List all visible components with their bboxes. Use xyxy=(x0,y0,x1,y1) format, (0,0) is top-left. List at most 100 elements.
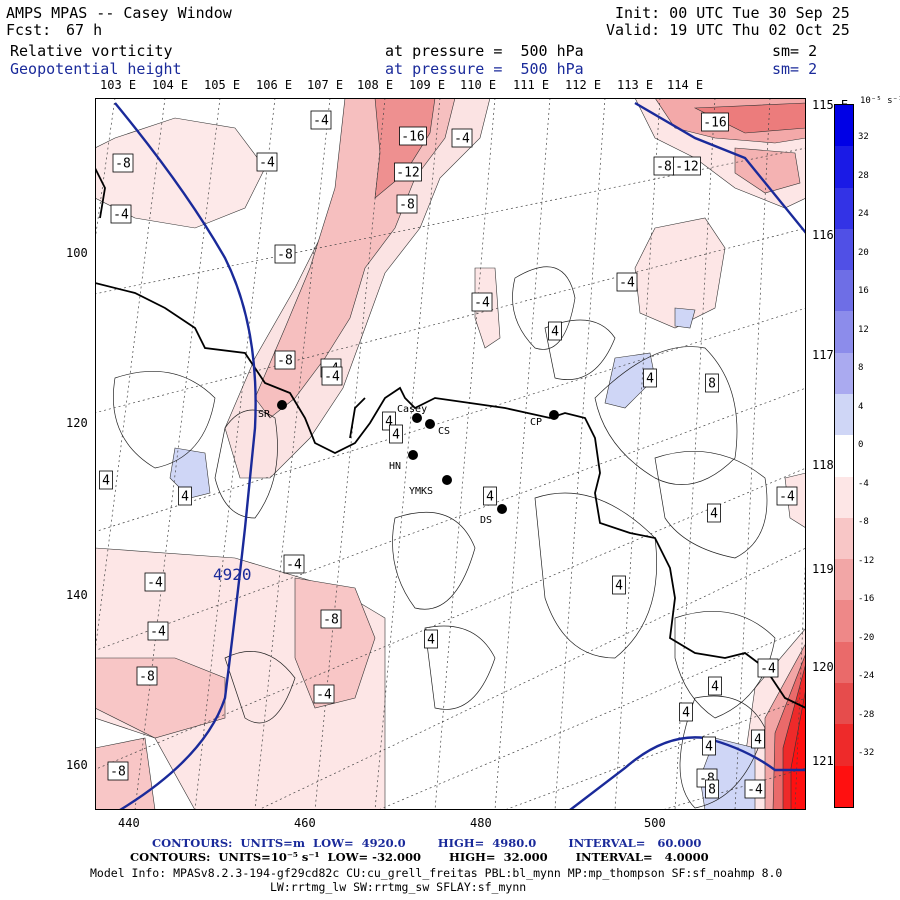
contour-label: -4 xyxy=(744,779,766,799)
contour-label-text: -8 xyxy=(110,765,126,780)
contour-label-box xyxy=(321,366,343,386)
contour-label-text: 4 xyxy=(385,415,393,430)
contour-label: -16 xyxy=(701,112,729,132)
contour-label-box xyxy=(702,736,716,756)
contour-label-box xyxy=(310,110,332,130)
y-tick-label: 160 xyxy=(66,758,88,772)
contour-label: -4 xyxy=(757,658,779,678)
colorbar-swatch xyxy=(835,559,853,601)
field1-name: Relative vorticity xyxy=(10,42,173,60)
contour-label: -8 xyxy=(274,244,296,264)
contour-label-box xyxy=(705,373,719,393)
contour-label-box xyxy=(471,292,493,312)
contour-label-text: -8 xyxy=(277,248,293,263)
colorbar-swatch xyxy=(835,682,853,725)
colorbar-swatch xyxy=(835,517,853,560)
contour-label: -12 xyxy=(394,162,422,182)
colorbar-label: -20 xyxy=(858,632,875,643)
contour-label: -4 xyxy=(313,684,335,704)
station-dot xyxy=(408,450,418,460)
contour-label-text: 8 xyxy=(708,783,716,798)
top-longitude-label: 105 E xyxy=(204,78,241,92)
contour-label: -4 xyxy=(110,204,132,224)
coastline xyxy=(95,167,806,709)
contour-label: -8 xyxy=(274,350,296,370)
contour-label-box xyxy=(147,621,169,641)
station-label: Casey xyxy=(397,404,427,415)
contour-label: -8 xyxy=(653,156,675,176)
contour-label-text: 4 xyxy=(392,428,400,443)
vorticity-map[interactable]: 4920 SR Casey CS HN YMKS DS CP -4 -16 -4 -12 -16 -8… xyxy=(95,98,806,810)
contour-label-text: -4 xyxy=(474,296,490,311)
contour-label-text: -8 xyxy=(115,157,131,172)
colorbar-swatch xyxy=(835,187,853,229)
contour-label-text: -4 xyxy=(454,132,470,147)
colorbar-units: 10⁻⁵ s⁻¹ xyxy=(860,96,900,106)
top-longitude-label: 109 E xyxy=(409,78,446,92)
contour-label-box xyxy=(394,162,422,182)
contour-label-box xyxy=(705,779,719,799)
field2-smoothing: sm= 2 xyxy=(772,60,818,78)
contour-label-text: -4 xyxy=(324,370,340,385)
colorbar-label: 16 xyxy=(858,286,869,296)
contour-label-box xyxy=(107,761,129,781)
contour-label: -8 xyxy=(396,194,418,214)
colorbar-swatch xyxy=(835,352,853,394)
contour-label-text: -16 xyxy=(401,130,424,145)
colorbar-swatch xyxy=(835,105,853,147)
contour-label-text: -8 xyxy=(656,160,672,175)
station-dot xyxy=(277,400,287,410)
contour-label: -16 xyxy=(399,126,427,146)
contour-label: 4 xyxy=(751,729,765,749)
x-tick-label: 500 xyxy=(644,816,666,830)
x-tick-label: 480 xyxy=(470,816,492,830)
contour-label-box xyxy=(612,575,626,595)
contour-label-text: -8 xyxy=(277,354,293,369)
model-info-radiation: LW:rrtmg_lw SW:rrtmg_sw SFLAY:sf_mynn xyxy=(270,880,527,894)
contour-label-text: -4 xyxy=(316,688,332,703)
forecast-label: Fcst: xyxy=(6,21,52,39)
top-longitude-label: 111 E xyxy=(513,78,550,92)
contour-label-box xyxy=(751,729,765,749)
contour-label-box xyxy=(643,368,657,388)
station-dot xyxy=(442,475,452,485)
contour-label: 4 xyxy=(643,368,657,388)
contour-label-text: -4 xyxy=(779,490,795,505)
y-tick-label: 120 xyxy=(66,416,88,430)
contour-label-box xyxy=(389,424,403,444)
contour-label: 4 xyxy=(424,629,438,649)
colorbar-label: 32 xyxy=(858,132,869,142)
contour-label-text: 4 xyxy=(710,507,718,522)
top-longitude-label: 103 E xyxy=(100,78,137,92)
contour-label: -8 xyxy=(107,761,129,781)
contour-label: -4 xyxy=(144,572,166,592)
valid-time: Valid: 19 UTC Thu 02 Oct 25 xyxy=(606,21,850,39)
station-label: CS xyxy=(438,426,450,437)
contour-label-box xyxy=(701,112,729,132)
contour-label-text: 4 xyxy=(102,474,110,489)
contour-label: -4 xyxy=(283,554,305,574)
colorbar-label: -16 xyxy=(858,594,875,604)
contour-label-text: -12 xyxy=(675,160,698,175)
station-markers: SR Casey CS HN YMKS DS CP xyxy=(258,400,559,526)
contour-label-text: -4 xyxy=(150,625,166,640)
height-contour-info: CONTOURS: UNITS=m LOW= 4920.0 HIGH= 4980… xyxy=(152,836,702,850)
top-longitude-label: 106 E xyxy=(256,78,293,92)
contour-label-box xyxy=(673,156,701,176)
contour-label-box xyxy=(708,676,722,696)
contour-label-box xyxy=(548,321,562,341)
contour-value-labels: -4-16-4-12-16-8-8-4-12-8-4-8-4-4-44-8-44… xyxy=(99,110,798,799)
contour-label-text: 4 xyxy=(486,490,494,505)
colorbar-swatch xyxy=(835,311,853,353)
contour-label: -4 xyxy=(310,110,332,130)
top-longitude-label: 104 E xyxy=(152,78,189,92)
contour-label-box xyxy=(274,244,296,264)
contour-label-box xyxy=(616,272,638,292)
contour-label-text: -16 xyxy=(703,116,726,131)
contour-label-text: 4 xyxy=(646,372,654,387)
contour-label-text: -4 xyxy=(286,558,302,573)
contour-label-box xyxy=(283,554,305,574)
contour-label: 4 xyxy=(178,486,192,506)
contour-label-box xyxy=(274,350,296,370)
contour-label-text: -4 xyxy=(747,783,763,798)
